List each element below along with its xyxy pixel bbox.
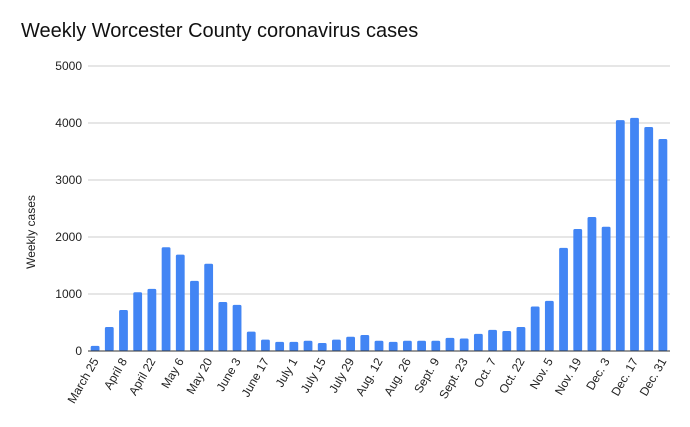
bar: [559, 247, 568, 351]
x-tick-label: April 8: [101, 355, 130, 392]
x-tick-label: Oct. 22: [496, 355, 528, 396]
bar: [104, 327, 114, 351]
y-tick-label: 2000: [55, 230, 82, 244]
chart-title: Weekly Worcester County coronavirus case…: [21, 20, 419, 42]
bar: [459, 338, 469, 351]
x-tick-label: Nov. 5: [527, 355, 556, 392]
bar: [317, 343, 327, 351]
gridlines: [88, 65, 670, 295]
x-tick-label: Dec. 31: [637, 355, 670, 398]
bar: [119, 309, 128, 351]
y-axis-title: Weekly cases: [24, 195, 38, 269]
bar: [232, 304, 242, 351]
bar: [530, 306, 540, 351]
bar: [417, 340, 426, 351]
x-tick-label: May 6: [158, 355, 187, 391]
bar: [147, 288, 157, 351]
x-tick-label: July 1: [273, 355, 301, 389]
bar: [431, 340, 441, 351]
bar: [658, 138, 668, 351]
bar: [374, 340, 384, 351]
bar: [261, 339, 270, 351]
bar: [402, 340, 412, 351]
x-tick-label: April 22: [126, 355, 159, 398]
x-tick-label: Aug. 26: [381, 355, 414, 398]
x-tick-label: June 17: [239, 355, 273, 399]
bar: [488, 329, 497, 351]
x-tick-label: Oct. 7: [471, 355, 499, 390]
bars: [90, 117, 668, 352]
bar: [246, 331, 256, 351]
bar: [346, 336, 356, 351]
y-tick-label: 0: [75, 344, 82, 358]
x-tick-label: July 15: [298, 355, 329, 395]
bar: [332, 339, 341, 351]
x-tick-label: May 20: [183, 355, 215, 396]
bar: [133, 292, 143, 351]
bar: [289, 341, 299, 351]
bar: [190, 280, 199, 351]
bar: [502, 331, 512, 351]
bar: [573, 229, 583, 351]
bar: [90, 345, 100, 351]
bar: [360, 335, 370, 351]
bar: [601, 226, 611, 351]
bar: [445, 337, 455, 351]
bar: [161, 247, 171, 351]
bar: [175, 254, 185, 351]
x-tick-label: March 25: [65, 355, 102, 406]
bar: [644, 126, 654, 352]
y-tick-labels: 0 1000 2000 3000 4000 5000: [55, 59, 82, 358]
bar: [630, 117, 639, 352]
bar: [303, 340, 313, 351]
bar: [516, 327, 526, 351]
bar: [587, 217, 597, 351]
bar: [388, 341, 398, 351]
x-tick-label: Dec. 3: [583, 355, 613, 392]
bar: [544, 300, 554, 351]
bar: [275, 341, 285, 351]
y-tick-label: 3000: [55, 173, 82, 187]
x-tick-label: July 29: [326, 355, 357, 395]
bar: [218, 301, 228, 351]
y-tick-label: 1000: [55, 287, 82, 301]
bar: [615, 120, 625, 352]
y-tick-label: 4000: [55, 116, 82, 130]
x-tick-label: Nov. 19: [552, 355, 585, 397]
x-tick-label: Sept. 9: [411, 355, 442, 395]
bar: [204, 263, 214, 351]
bar: [473, 333, 483, 351]
y-tick-label: 5000: [55, 59, 82, 73]
x-tick-label: June 3: [214, 355, 244, 393]
